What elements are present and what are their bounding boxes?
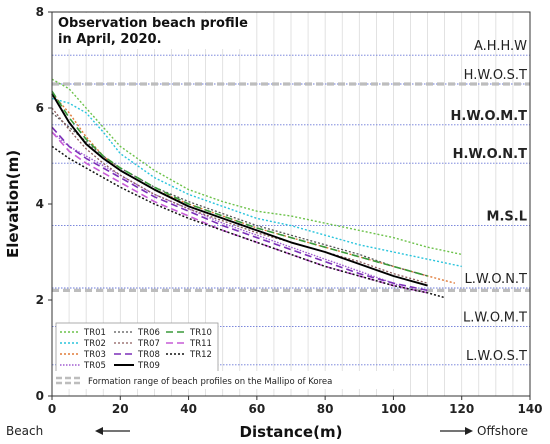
beach-arrowhead-icon [95, 427, 103, 435]
x-tick-label: 40 [180, 402, 197, 416]
legend-label-tr09: TR09 [137, 361, 160, 371]
x-tick-label: 100 [381, 402, 406, 416]
series-lines [51, 78, 462, 299]
legend-label-tr10: TR10 [189, 328, 212, 338]
title-background [54, 13, 254, 49]
series-line-tr02 [51, 97, 462, 268]
y-tick-label: 6 [36, 101, 44, 115]
legend-label-tr06: TR06 [137, 328, 160, 338]
series-line-tr09 [51, 93, 428, 287]
legend-label-tr05: TR05 [83, 361, 106, 371]
reference-levels: A.H.H.W H.W.O.S.T H.W.O.M.T H.W.O.N.T M.S.L L… [52, 39, 530, 366]
beach-direction: Beach [6, 424, 130, 438]
series-line-tr11 [51, 131, 428, 294]
formation-range [52, 82, 530, 292]
x-tick-label: 0 [48, 402, 56, 416]
legend-label-tr07: TR07 [137, 339, 160, 349]
beach-direction-label: Beach [6, 424, 43, 438]
legend-label-tr01: TR01 [83, 328, 106, 338]
y-tick-label: 2 [36, 293, 44, 307]
x-axis-title: Distance(m) [240, 423, 343, 441]
reference-label: A.H.H.W [474, 39, 527, 54]
legend-label-tr12: TR12 [189, 350, 212, 360]
x-tick-label: 140 [517, 402, 542, 416]
series-line-tr03 [51, 93, 456, 284]
y-tick-label: 8 [36, 5, 44, 19]
series-line-tr01 [51, 78, 462, 256]
series-line-tr10 [51, 90, 428, 277]
y-tick-label: 0 [36, 389, 44, 403]
formation-legend-background [54, 371, 394, 389]
reference-label: M.S.L [487, 210, 527, 225]
axis-ticks: 0 20 40 60 80 100 120 140 0 2 4 6 8 [36, 5, 543, 416]
reference-label: L.W.O.M.T [463, 310, 527, 325]
series-line-tr07 [51, 107, 428, 284]
y-axis-title: Elevation(m) [4, 150, 22, 258]
y-tick-label: 4 [36, 197, 44, 211]
reference-label: H.W.O.M.T [451, 109, 528, 124]
formation-legend-label: Formation range of beach profiles on the… [88, 377, 332, 387]
x-tick-label: 60 [249, 402, 266, 416]
series-line-tr06 [51, 112, 428, 277]
legend-label-tr11: TR11 [189, 339, 212, 349]
reference-label: H.W.O.S.T [464, 68, 527, 83]
chart-title-line-1: Observation beach profile [58, 16, 248, 31]
offshore-arrowhead-icon [465, 427, 473, 435]
x-tick-label: 80 [317, 402, 334, 416]
legend-label-tr08: TR08 [137, 350, 160, 360]
chart-title: Observation beach profile in April, 2020… [54, 13, 254, 49]
legend-label-tr03: TR03 [83, 350, 106, 360]
series-line-tr08 [51, 126, 428, 292]
series-line-tr05 [51, 131, 411, 292]
chart-title-line-2: in April, 2020. [58, 32, 162, 47]
offshore-direction: Offshore [440, 424, 528, 438]
offshore-direction-label: Offshore [477, 424, 528, 438]
grid [68, 12, 514, 396]
reference-label: L.W.O.N.T [464, 272, 527, 287]
legend-label-tr02: TR02 [83, 339, 106, 349]
reference-label: L.W.O.S.T [466, 349, 527, 364]
reference-label: H.W.O.N.T [453, 147, 528, 162]
x-tick-label: 120 [449, 402, 474, 416]
x-tick-label: 20 [112, 402, 129, 416]
